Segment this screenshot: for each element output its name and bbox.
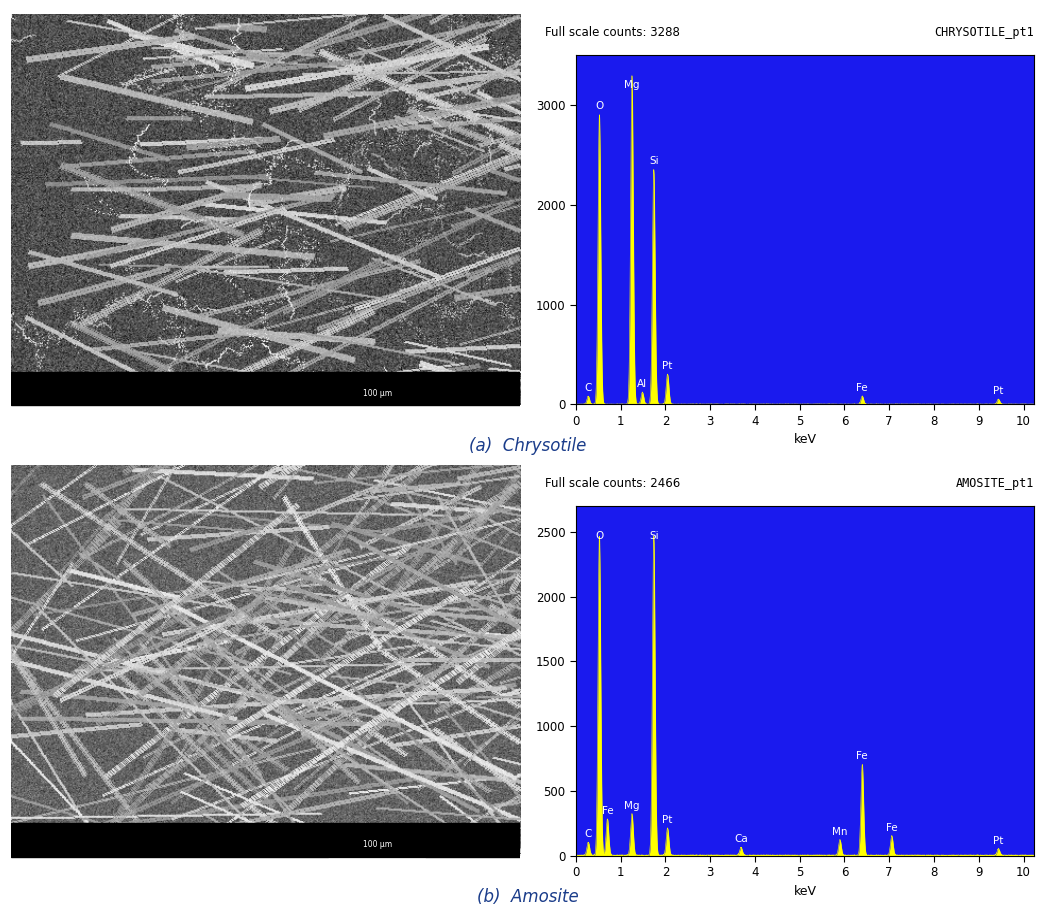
Text: 100 μm: 100 μm (363, 840, 391, 849)
Bar (11, 372, 520, 406)
Bar (11, 824, 520, 856)
Text: (b)  Amosite: (b) Amosite (477, 888, 578, 907)
Text: Full scale counts: 3288: Full scale counts: 3288 (545, 26, 680, 39)
Text: CHRYSOTILE_pt1: CHRYSOTILE_pt1 (935, 26, 1034, 39)
Text: HFW    HV    mag    WD   mode det
373μm 20.00kV 800× 5.0mm  SE  ETD: HFW HV mag WD mode det 373μm 20.00kV 800… (21, 859, 153, 872)
Text: KTR: KTR (459, 863, 473, 872)
Text: AMOSITE_pt1: AMOSITE_pt1 (956, 477, 1034, 490)
Text: (a)  Chrysotile: (a) Chrysotile (468, 437, 587, 455)
Text: HFW    HV    mag    WD   mode det
373μm 20.00kV 800× 4.9mm  SE  ETD: HFW HV mag WD mode det 373μm 20.00kV 800… (21, 408, 153, 420)
Text: Full scale counts: 2466: Full scale counts: 2466 (545, 477, 680, 490)
Text: KTR: KTR (459, 412, 473, 420)
Text: 100 μm: 100 μm (363, 389, 391, 399)
